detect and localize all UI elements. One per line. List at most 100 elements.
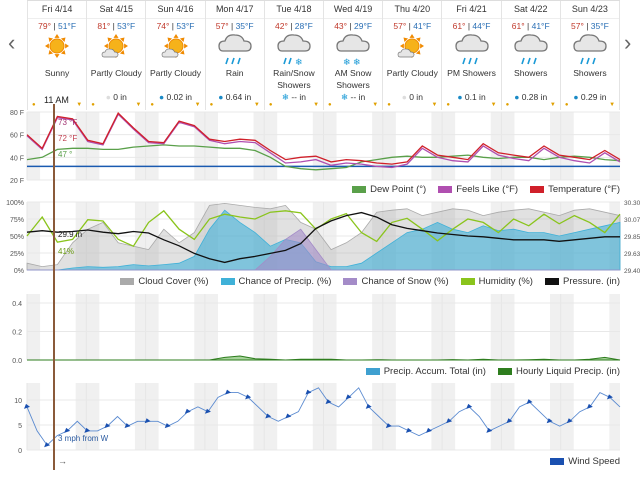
legend-swatch xyxy=(120,277,135,285)
day-column[interactable]: Fri 4/14 79° | 51°F Sunny ● ▼ xyxy=(27,1,88,110)
legend-item[interactable]: Wind Speed xyxy=(550,456,620,467)
night-band xyxy=(550,112,561,180)
snow-icon: ❄ xyxy=(281,92,289,102)
axis-tick-label: 50% xyxy=(10,234,24,241)
wind-direction-barb xyxy=(44,442,51,448)
current-time-line[interactable] xyxy=(53,104,55,470)
partly-weather-icon xyxy=(146,31,204,67)
legend-label: Humidity (%) xyxy=(478,276,533,287)
showers-weather-icon xyxy=(502,31,560,67)
day-temps: 81° | 53°F xyxy=(97,21,136,31)
night-band xyxy=(253,112,265,180)
precip-legend: Precip. Accum. Total (in) Hourly Liquid P… xyxy=(365,366,620,377)
night-band xyxy=(550,383,561,450)
sunrise-icon: ● xyxy=(505,102,510,108)
night-band xyxy=(560,112,574,180)
day-column[interactable]: Sun 4/16 74° | 53°F Partly Cloudy ● 0.02… xyxy=(146,1,206,110)
axis-tick-label: 0.4 xyxy=(12,301,22,308)
night-band xyxy=(560,294,574,360)
precip-amount: 0 in xyxy=(113,92,127,102)
precip-amount: 0.64 in xyxy=(225,92,252,102)
legend-item[interactable]: Feels Like (°F) xyxy=(438,184,518,195)
high-temp: 81° xyxy=(97,21,111,31)
night-band xyxy=(204,112,218,180)
night-band xyxy=(382,112,396,180)
series-line-feels xyxy=(26,113,621,169)
day-date: Fri 4/21 xyxy=(442,1,501,19)
sun-markers: ● ▼ xyxy=(91,102,141,108)
night-band xyxy=(323,112,337,180)
low-temp: 51°F xyxy=(57,21,77,31)
night-band xyxy=(609,294,620,360)
sunrise-icon: ● xyxy=(564,102,569,108)
night-band xyxy=(382,294,396,360)
cursor-dew-point: 47 ° xyxy=(58,150,73,159)
precip-amount: 0 in xyxy=(409,92,423,102)
legend-item[interactable]: Precip. Accum. Total (in) xyxy=(365,366,486,377)
axis-tick-label: 75% xyxy=(10,217,24,224)
wind-direction-barb xyxy=(466,403,473,409)
day-condition: Rain/Snow Showers xyxy=(265,67,323,91)
night-band xyxy=(431,294,443,360)
condition-line-1: Rain/Snow xyxy=(273,68,315,78)
legend-item[interactable]: Chance of Snow (%) xyxy=(343,276,449,287)
legend-swatch xyxy=(460,277,475,285)
snow-icon: ❄ xyxy=(341,92,349,102)
day-column[interactable]: Wed 4/19 43° | 29°F ❄ ❄ AM Snow Showers ❄ … xyxy=(324,1,384,110)
axis-tick-label: 0 xyxy=(18,448,22,455)
night-band xyxy=(490,294,502,360)
series-area-chance xyxy=(27,209,621,271)
low-temp: 41°F xyxy=(413,21,432,31)
high-temp: 61° xyxy=(452,21,466,31)
night-band xyxy=(609,112,620,180)
wind-direction-barb xyxy=(225,389,232,395)
legend-item[interactable]: Hourly Liquid Precip. (in) xyxy=(497,366,620,377)
day-column[interactable]: Fri 4/21 61° | 44°F PM Showers ● 0.1 in … xyxy=(442,1,502,110)
wind-legend: Wind Speed xyxy=(550,456,620,467)
legend-swatch xyxy=(544,277,559,285)
day-column[interactable]: Tue 4/18 42° | 28°F ❄ Rain/Snow Showers ❄… xyxy=(264,1,325,110)
legend-item[interactable]: Dew Point (°) xyxy=(352,184,426,195)
rain-weather-icon xyxy=(206,31,264,67)
condition-line-2: Showers xyxy=(277,80,311,90)
legend-item[interactable]: Chance of Precip. (%) xyxy=(220,276,331,287)
high-temp: 74° xyxy=(156,21,170,31)
wind-direction-barb xyxy=(305,389,312,395)
night-band xyxy=(253,383,265,450)
day-column[interactable]: Thu 4/20 57° | 41°F Partly Cloudy ● 0 in… xyxy=(383,1,443,110)
legend-item[interactable]: Temperature (°F) xyxy=(530,184,620,195)
day-column[interactable]: Mon 4/17 57° | 35°F Rain ● 0.64 in ● ▼ xyxy=(205,1,265,110)
legend-label: Wind Speed xyxy=(568,456,620,467)
sunset-icon: ▼ xyxy=(490,102,497,108)
night-band xyxy=(264,112,278,180)
wind-direction-barb xyxy=(245,394,252,400)
wind-chart: 10 5 0 Wind Speed xyxy=(0,380,640,477)
next-button[interactable]: › xyxy=(624,30,632,55)
high-temp: 43° xyxy=(334,21,348,31)
drop-icon: ● xyxy=(158,92,165,102)
legend-item[interactable]: Cloud Cover (%) xyxy=(120,276,209,287)
wind-direction-barb xyxy=(265,413,272,419)
night-band xyxy=(194,383,205,450)
low-temp: 29°F xyxy=(353,21,373,31)
low-temp: 53°F xyxy=(117,21,136,31)
day-column[interactable]: Sun 4/23 57° | 35°F Showers ● 0.29 in ● ▼ xyxy=(560,1,621,110)
wind-direction-barb xyxy=(325,399,332,405)
day-column[interactable]: Sat 4/15 81° | 53°F Partly Cloudy ● 0 in… xyxy=(87,1,147,110)
legend-item[interactable]: Pressure. (in) xyxy=(544,276,620,287)
day-column[interactable]: Sat 4/22 61° | 41°F Showers ● 0.28 in ● ▼ xyxy=(501,1,561,110)
day-condition: Showers xyxy=(561,67,619,91)
prev-button[interactable]: ‹ xyxy=(8,30,16,55)
night-band xyxy=(86,112,100,180)
day-date: Sun 4/16 xyxy=(146,1,205,19)
wind-direction-barb xyxy=(526,399,533,405)
night-band xyxy=(501,112,515,180)
series-line-temperature xyxy=(26,112,621,165)
wind-direction-barb xyxy=(124,423,131,429)
condition-line-1: Showers xyxy=(573,68,607,78)
night-band xyxy=(134,383,146,450)
sunrise-icon: ● xyxy=(91,102,95,108)
legend-item[interactable]: Humidity (%) xyxy=(460,276,533,287)
legend-label: Pressure. (in) xyxy=(562,276,620,287)
wind-direction-barb xyxy=(64,427,71,433)
